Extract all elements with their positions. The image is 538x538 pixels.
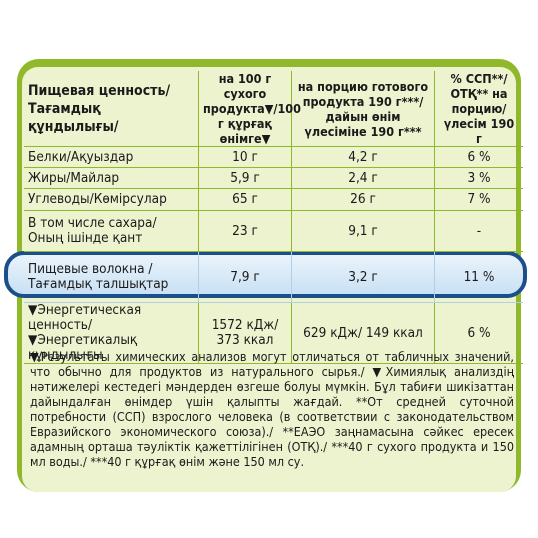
value-per-portion: 9,1 г <box>291 210 435 252</box>
header-nutrition-value: Пищевая ценность/ Тағамдық құндылығы/ <box>24 71 199 147</box>
table-row: Жиры/Майлар 5,9 г 2,4 г 3 % <box>24 167 523 189</box>
value-per-100g: 5,9 г <box>198 167 292 189</box>
value-per-100g: 65 г <box>198 188 292 211</box>
footnote-text: ▼Результаты химических анализов могут от… <box>30 349 514 469</box>
nutrient-name: Углеводы/Көмірсулар <box>24 188 199 211</box>
nutrient-name: Белки/Ақуыздар <box>24 146 199 168</box>
table-row: В том числе сахара/ Оның ішінде қант 23 … <box>24 210 523 252</box>
nutrition-table: Пищевая ценность/ Тағамдық құндылығы/ на… <box>24 71 523 364</box>
value-percent: 6 % <box>434 302 523 364</box>
value-per-portion: 26 г <box>291 188 435 211</box>
value-per-100g: 23 г <box>198 210 292 252</box>
header-per-portion: на порцию готового продукта 190 г***/дай… <box>291 71 435 147</box>
value-percent: 7 % <box>434 188 523 211</box>
value-per-100g: 10 г <box>198 146 292 168</box>
table-row: Белки/Ақуыздар 10 г 4,2 г 6 % <box>24 146 523 168</box>
value-percent: 11 % <box>434 251 523 303</box>
nutrient-name: ▼Энергетическая ценность/ ▼Энергетикалық… <box>24 302 199 364</box>
header-percent-daily: % ССП**/ОТҚ** на порцию/ үлесім 190 г <box>434 71 523 147</box>
value-percent: 6 % <box>434 146 523 168</box>
value-percent: 3 % <box>434 167 523 189</box>
value-per-portion: 4,2 г <box>291 146 435 168</box>
table-header-row: Пищевая ценность/ Тағамдық құндылығы/ на… <box>24 71 523 147</box>
table-row: ▼Энергетическая ценность/ ▼Энергетикалық… <box>24 302 523 364</box>
header-line-kz: Тағамдық құндылығы/ <box>28 100 119 135</box>
value-per-100g: 1572 кДж/ 373 ккал <box>198 302 292 364</box>
table-row-highlighted: Пищевые волокна / Тағамдық талшықтар 7,9… <box>24 251 523 303</box>
value-per-portion: 2,4 г <box>291 167 435 189</box>
value-per-portion: 3,2 г <box>291 251 435 303</box>
nutrient-name: В том числе сахара/ Оның ішінде қант <box>24 210 199 252</box>
value-per-portion: 629 кДж/ 149 ккал <box>291 302 435 364</box>
value-per-100g: 7,9 г <box>198 251 292 303</box>
table-row: Углеводы/Көмірсулар 65 г 26 г 7 % <box>24 188 523 211</box>
nutrient-name: Пищевые волокна / Тағамдық талшықтар <box>24 251 199 303</box>
header-per-100g: на 100 г сухого продукта▼/100 г құрғақ ө… <box>198 71 301 147</box>
header-line-ru: Пищевая ценность/ <box>28 82 171 99</box>
nutrient-name: Жиры/Майлар <box>24 167 199 189</box>
value-percent: - <box>434 210 523 252</box>
